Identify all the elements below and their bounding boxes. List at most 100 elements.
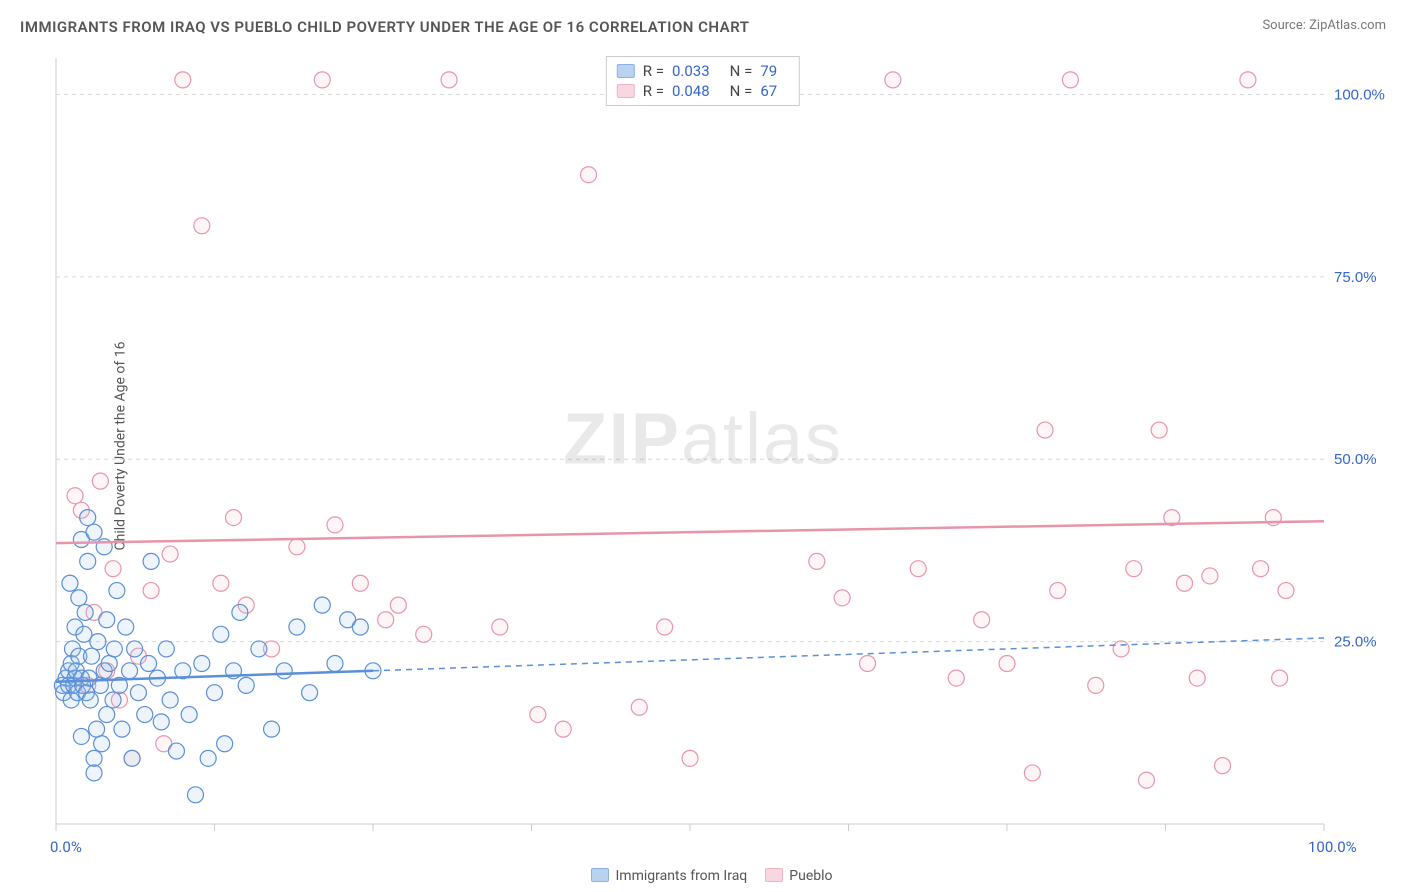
point-pueblo (682, 750, 698, 766)
point-pueblo (194, 218, 210, 234)
point-iraq (80, 553, 96, 569)
point-iraq (62, 575, 78, 591)
svg-text:50.0%: 50.0% (1334, 451, 1377, 468)
point-pueblo (143, 583, 159, 599)
source-link[interactable]: ZipAtlas.com (1309, 18, 1386, 33)
point-pueblo (999, 656, 1015, 672)
source-attribution: Source: ZipAtlas.com (1262, 18, 1386, 33)
point-iraq (130, 685, 146, 701)
point-iraq (187, 787, 203, 803)
point-iraq (94, 736, 110, 752)
point-iraq (238, 677, 254, 693)
point-pueblo (314, 72, 330, 88)
point-iraq (200, 750, 216, 766)
point-iraq (158, 641, 174, 657)
point-pueblo (1240, 72, 1256, 88)
point-iraq (143, 553, 159, 569)
point-pueblo (226, 510, 242, 526)
chart-title: IMMIGRANTS FROM IRAQ VS PUEBLO CHILD POV… (20, 18, 749, 36)
point-pueblo (910, 561, 926, 577)
source-label: Source: (1262, 18, 1305, 33)
point-pueblo (885, 72, 901, 88)
point-pueblo (1126, 561, 1142, 577)
point-iraq (77, 604, 93, 620)
legend-label-pueblo: Pueblo (789, 868, 832, 884)
point-iraq (82, 692, 98, 708)
point-iraq (106, 641, 122, 657)
point-pueblo (555, 721, 571, 737)
point-pueblo (1253, 561, 1269, 577)
n-label: N = (730, 62, 753, 80)
point-iraq (86, 524, 102, 540)
point-iraq (86, 750, 102, 766)
point-iraq (86, 765, 102, 781)
point-iraq (80, 510, 96, 526)
point-pueblo (1037, 422, 1053, 438)
r-value-pueblo: 0.048 (672, 82, 710, 100)
point-pueblo (809, 553, 825, 569)
legend-swatch-pueblo (765, 868, 783, 882)
point-pueblo (289, 539, 305, 555)
point-pueblo (1138, 772, 1154, 788)
point-pueblo (530, 707, 546, 723)
point-iraq (124, 750, 140, 766)
point-pueblo (1024, 765, 1040, 781)
point-iraq (217, 736, 233, 752)
r-label: R = (643, 62, 664, 80)
point-pueblo (948, 670, 964, 686)
point-pueblo (860, 656, 876, 672)
point-iraq (99, 707, 115, 723)
point-pueblo (352, 575, 368, 591)
point-iraq (327, 656, 343, 672)
point-iraq (89, 721, 105, 737)
point-iraq (207, 685, 223, 701)
point-pueblo (492, 619, 508, 635)
point-pueblo (1113, 641, 1129, 657)
point-iraq (352, 619, 368, 635)
x-axis-min-label: 0.0% (50, 838, 82, 856)
legend-swatch-iraq (591, 868, 609, 882)
point-iraq (168, 743, 184, 759)
point-pueblo (657, 619, 673, 635)
point-iraq (90, 634, 106, 650)
point-iraq (137, 707, 153, 723)
point-pueblo (834, 590, 850, 606)
point-pueblo (441, 72, 457, 88)
r-value-iraq: 0.033 (672, 62, 710, 80)
trend-iraq-ext (373, 638, 1324, 671)
point-pueblo (67, 488, 83, 504)
legend-label-iraq: Immigrants from Iraq (615, 868, 747, 884)
point-iraq (213, 626, 229, 642)
bottom-legend: Immigrants from Iraq Pueblo (0, 868, 1406, 884)
n-value-iraq: 79 (760, 62, 777, 80)
trend-pueblo (56, 521, 1324, 543)
point-iraq (114, 721, 130, 737)
stats-row-iraq: R = 0.033 N = 79 (617, 61, 789, 81)
point-pueblo (974, 612, 990, 628)
point-iraq (181, 707, 197, 723)
point-iraq (118, 619, 134, 635)
point-pueblo (1215, 758, 1231, 774)
point-iraq (251, 641, 267, 657)
r-label: R = (643, 82, 664, 100)
point-pueblo (416, 626, 432, 642)
point-pueblo (378, 612, 394, 628)
point-pueblo (1272, 670, 1288, 686)
n-label: N = (730, 82, 753, 100)
point-iraq (73, 728, 89, 744)
point-iraq (162, 692, 178, 708)
point-iraq (153, 714, 169, 730)
svg-text:100.0%: 100.0% (1334, 86, 1385, 103)
svg-text:25.0%: 25.0% (1334, 634, 1377, 651)
point-iraq (101, 656, 117, 672)
point-pueblo (390, 597, 406, 613)
chart-area: 25.0%50.0%75.0%100.0% (50, 50, 1396, 852)
point-pueblo (213, 575, 229, 591)
point-iraq (99, 612, 115, 628)
point-pueblo (1202, 568, 1218, 584)
point-iraq (232, 604, 248, 620)
point-pueblo (1062, 72, 1078, 88)
point-pueblo (1151, 422, 1167, 438)
point-iraq (71, 590, 87, 606)
point-iraq (109, 583, 125, 599)
